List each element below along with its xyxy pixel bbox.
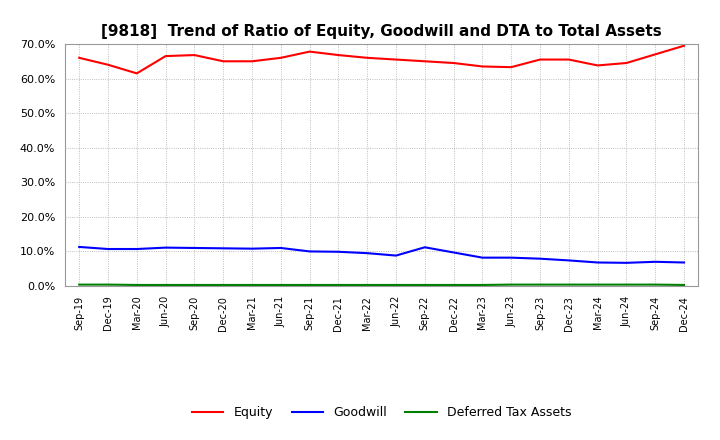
Goodwill bbox=[478, 255, 487, 260]
Equity bbox=[507, 65, 516, 70]
Equity bbox=[593, 63, 602, 68]
Goodwill bbox=[507, 255, 516, 260]
Equity bbox=[536, 57, 544, 62]
Goodwill bbox=[219, 246, 228, 251]
Equity bbox=[449, 60, 458, 66]
Equity bbox=[392, 57, 400, 62]
Deferred Tax Assets bbox=[219, 282, 228, 288]
Deferred Tax Assets bbox=[420, 282, 429, 288]
Goodwill bbox=[392, 253, 400, 258]
Goodwill bbox=[132, 246, 141, 252]
Equity bbox=[651, 52, 660, 57]
Deferred Tax Assets bbox=[104, 282, 112, 287]
Goodwill bbox=[104, 246, 112, 252]
Deferred Tax Assets bbox=[507, 282, 516, 287]
Deferred Tax Assets bbox=[248, 282, 256, 288]
Goodwill bbox=[305, 249, 314, 254]
Equity bbox=[478, 64, 487, 69]
Legend: Equity, Goodwill, Deferred Tax Assets: Equity, Goodwill, Deferred Tax Assets bbox=[187, 401, 576, 424]
Goodwill bbox=[161, 245, 170, 250]
Deferred Tax Assets bbox=[190, 282, 199, 288]
Equity bbox=[420, 59, 429, 64]
Goodwill bbox=[651, 259, 660, 264]
Deferred Tax Assets bbox=[449, 282, 458, 288]
Equity bbox=[219, 59, 228, 64]
Equity bbox=[75, 55, 84, 60]
Deferred Tax Assets bbox=[75, 282, 84, 287]
Equity bbox=[190, 52, 199, 58]
Deferred Tax Assets bbox=[392, 282, 400, 288]
Equity bbox=[248, 59, 256, 64]
Goodwill bbox=[276, 246, 285, 251]
Goodwill bbox=[363, 250, 372, 256]
Deferred Tax Assets bbox=[132, 282, 141, 288]
Deferred Tax Assets bbox=[536, 282, 544, 287]
Goodwill bbox=[248, 246, 256, 251]
Equity bbox=[161, 53, 170, 59]
Equity bbox=[622, 60, 631, 66]
Goodwill bbox=[75, 244, 84, 249]
Equity bbox=[334, 52, 343, 58]
Equity bbox=[363, 55, 372, 60]
Deferred Tax Assets bbox=[593, 282, 602, 287]
Deferred Tax Assets bbox=[478, 282, 487, 288]
Line: Equity: Equity bbox=[79, 46, 684, 73]
Goodwill bbox=[564, 258, 573, 263]
Deferred Tax Assets bbox=[622, 282, 631, 287]
Goodwill bbox=[420, 245, 429, 250]
Equity bbox=[305, 49, 314, 54]
Goodwill bbox=[449, 250, 458, 255]
Goodwill bbox=[622, 260, 631, 265]
Title: [9818]  Trend of Ratio of Equity, Goodwill and DTA to Total Assets: [9818] Trend of Ratio of Equity, Goodwil… bbox=[102, 24, 662, 39]
Deferred Tax Assets bbox=[363, 282, 372, 288]
Goodwill bbox=[190, 246, 199, 251]
Deferred Tax Assets bbox=[651, 282, 660, 287]
Deferred Tax Assets bbox=[680, 282, 688, 288]
Deferred Tax Assets bbox=[334, 282, 343, 288]
Goodwill bbox=[680, 260, 688, 265]
Deferred Tax Assets bbox=[305, 282, 314, 288]
Deferred Tax Assets bbox=[161, 282, 170, 288]
Goodwill bbox=[536, 256, 544, 261]
Equity bbox=[680, 43, 688, 48]
Deferred Tax Assets bbox=[276, 282, 285, 288]
Goodwill bbox=[334, 249, 343, 254]
Deferred Tax Assets bbox=[564, 282, 573, 287]
Equity bbox=[132, 71, 141, 76]
Equity bbox=[276, 55, 285, 60]
Goodwill bbox=[593, 260, 602, 265]
Equity bbox=[564, 57, 573, 62]
Line: Goodwill: Goodwill bbox=[79, 247, 684, 263]
Equity bbox=[104, 62, 112, 67]
